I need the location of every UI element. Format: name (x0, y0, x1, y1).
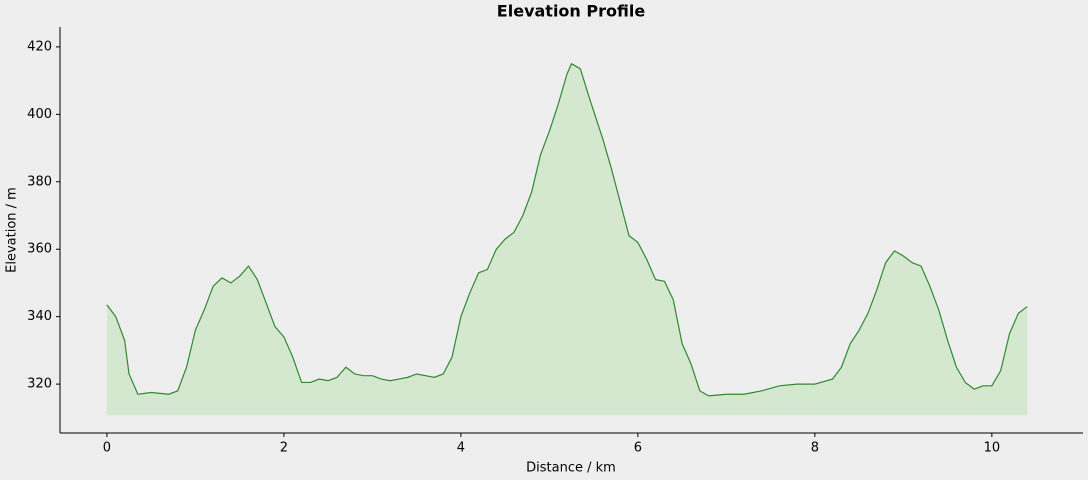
y-tick-label: 340 (27, 309, 52, 324)
chart-title: Elevation Profile (497, 2, 646, 21)
y-tick-label: 320 (27, 377, 52, 392)
x-axis-label: Distance / km (526, 461, 616, 476)
y-tick-label: 400 (27, 107, 52, 122)
x-tick-label: 0 (103, 441, 111, 456)
x-tick-label: 8 (811, 441, 819, 456)
x-tick-label: 2 (280, 441, 288, 456)
y-tick-label: 420 (27, 39, 52, 54)
x-tick-label: 4 (457, 441, 465, 456)
elevation-line (106, 62, 1028, 397)
y-axis-label: Elevation / m (5, 187, 20, 273)
y-tick-label: 380 (27, 174, 52, 189)
y-tick-label: 360 (27, 242, 52, 257)
area-fill (106, 63, 1028, 416)
x-tick-label: 6 (634, 441, 642, 456)
x-tick-label: 10 (984, 441, 1001, 456)
